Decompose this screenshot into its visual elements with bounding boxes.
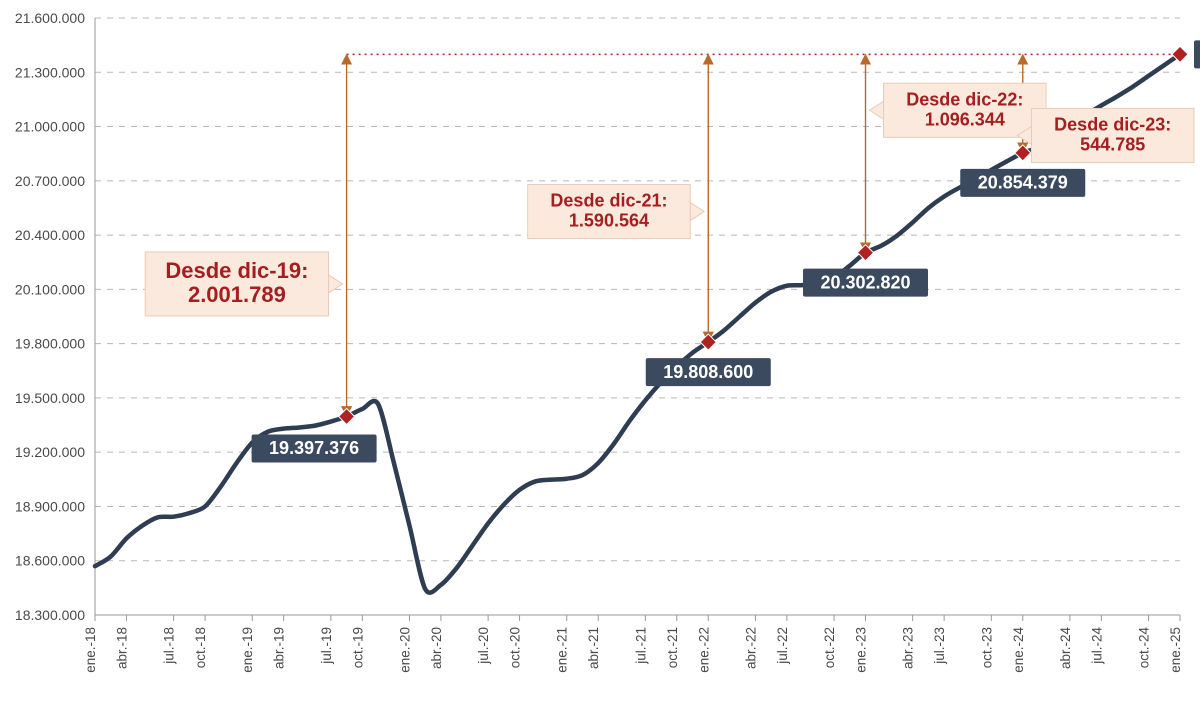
callout-text: Desde dic-22: [906,89,1023,109]
callout-text: Desde dic-19: [165,258,308,283]
y-tick-label: 21.600.000 [15,10,85,26]
y-tick-label: 18.600.000 [15,553,85,569]
x-tick-label: ene.-20 [397,627,412,673]
callout-text: Desde dic-21: [550,191,667,211]
y-tick-label: 20.100.000 [15,281,85,297]
x-tick-label: ene.-24 [1011,627,1026,673]
x-tick-label: abr.-18 [114,627,129,669]
line-chart: 18.300.000 18.600.000 18.900.000 19.200.000… [0,0,1200,709]
x-tick-label: jul.-22 [775,627,790,665]
callout-text: 1.590.564 [569,211,649,231]
x-tick-label: abr.-20 [429,627,444,669]
value-label: 20.854.379 [978,173,1068,193]
x-tick-label: ene.-23 [854,627,869,673]
value-label: 19.808.600 [663,362,753,382]
x-tick-label: jul.-18 [162,627,177,665]
y-tick-label: 19.200.000 [15,444,85,460]
x-tick-label: jul.-24 [1089,627,1104,665]
data-marker [1015,145,1031,161]
x-tick-label: jul.-23 [932,627,947,665]
y-tick-label: 21.000.000 [15,119,85,135]
y-tick-label: 19.500.000 [15,390,85,406]
callout-text: 2.001.789 [188,282,286,307]
value-label: 20.302.820 [820,272,910,292]
chart-svg: 18.300.000 18.600.000 18.900.000 19.200.000… [0,0,1200,709]
x-tick-label: abr.-23 [901,627,916,669]
x-tick-label: ene.-21 [555,627,570,673]
callout-arrow [870,101,884,119]
x-tick-label: abr.-22 [743,627,758,669]
value-label: 19.397.376 [269,438,359,458]
x-tick-label: oct.-24 [1137,627,1152,669]
x-tick-label: oct.-18 [193,627,208,668]
y-tick-label: 18.900.000 [15,498,85,514]
data-marker [339,408,355,424]
x-tick-label: abr.-19 [272,627,287,669]
x-tick-label: abr.-21 [586,627,601,669]
x-tick-label: ene.-19 [240,627,255,673]
x-tick-label: jul.-21 [633,627,648,665]
y-tick-label: 19.800.000 [15,336,85,352]
x-tick-label: oct.-21 [665,627,680,668]
x-tick-label: oct.-19 [350,627,365,668]
y-tick-label: 20.700.000 [15,173,85,189]
callout-text: Desde dic-23: [1054,114,1171,134]
x-tick-label: ene.-18 [83,627,98,673]
value-label-box [1194,40,1200,68]
x-tick-label: ene.-25 [1168,627,1183,673]
callout-arrow [690,203,704,221]
callout-text: 544.785 [1080,134,1145,154]
x-tick-label: oct.-23 [979,627,994,668]
x-tick-label: jul.-19 [319,627,334,665]
y-tick-label: 20.400.000 [15,227,85,243]
x-tick-label: oct.-20 [508,627,523,668]
callout-arrow [329,275,343,293]
x-tick-label: ene.-22 [696,627,711,673]
callout-text: 1.096.344 [925,109,1005,129]
x-tick-label: abr.-24 [1058,627,1073,670]
x-tick-label: oct.-22 [822,627,837,668]
y-tick-label: 18.300.000 [15,607,85,623]
y-tick-label: 21.300.000 [15,64,85,80]
x-tick-label: jul.-20 [476,627,491,665]
